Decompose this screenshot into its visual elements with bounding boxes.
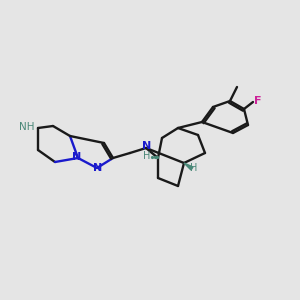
Text: H: H <box>190 163 197 173</box>
Text: N: N <box>142 141 152 151</box>
Text: N: N <box>93 163 103 173</box>
Polygon shape <box>184 163 193 170</box>
Text: N: N <box>72 152 82 162</box>
Text: NH: NH <box>20 122 35 132</box>
Text: F: F <box>254 96 262 106</box>
Text: H: H <box>142 151 150 161</box>
